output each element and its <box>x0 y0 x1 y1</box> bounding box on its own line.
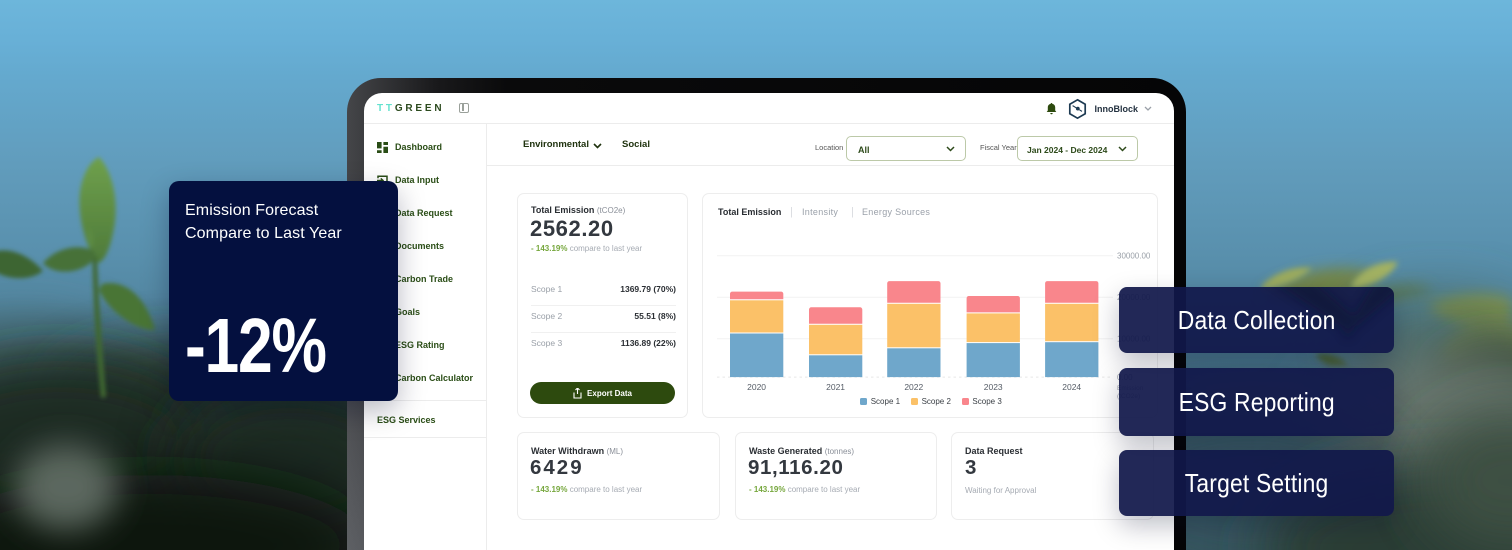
svg-text:30000.00: 30000.00 <box>1117 252 1151 261</box>
svg-text:2020: 2020 <box>747 382 766 392</box>
svg-text:2023: 2023 <box>984 382 1003 392</box>
svg-text:2022: 2022 <box>904 382 923 392</box>
svg-text:2024: 2024 <box>1062 382 1081 392</box>
svg-text:2021: 2021 <box>826 382 845 392</box>
